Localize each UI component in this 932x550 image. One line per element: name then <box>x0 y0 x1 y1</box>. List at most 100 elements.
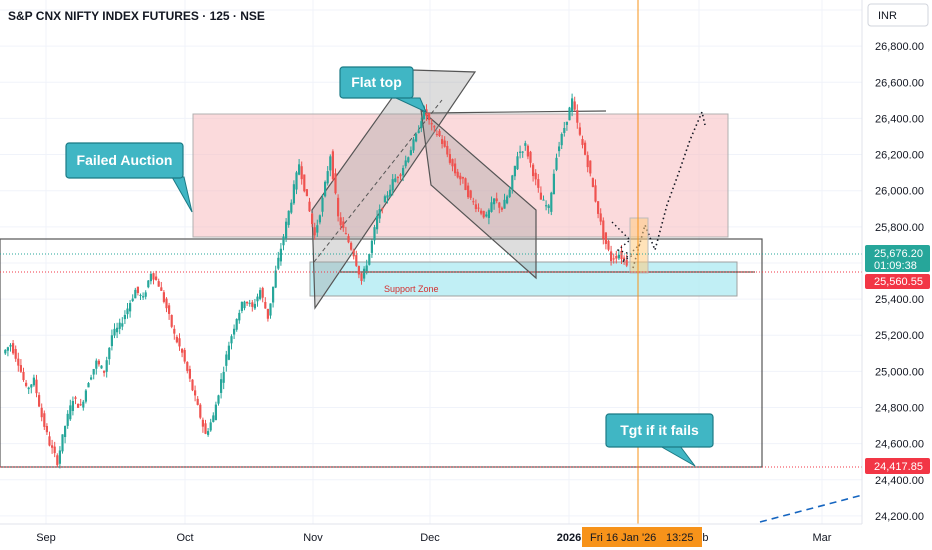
time-tick-label: Mar <box>813 532 832 544</box>
price-tick-label: 25,800.00 <box>875 222 924 234</box>
candle-body <box>381 208 384 210</box>
candle-body <box>147 280 150 288</box>
candle-body <box>144 292 147 297</box>
candle-body <box>550 192 553 212</box>
time-tick-label: Sep <box>36 532 56 544</box>
candle-body <box>48 436 51 446</box>
candle-body <box>568 107 571 121</box>
candle-body <box>435 133 438 135</box>
candle-body <box>329 156 332 171</box>
candle-body <box>19 365 22 372</box>
tag-red-line-value: 25,560.55 <box>874 276 923 288</box>
candle-body <box>357 266 360 275</box>
candle-body <box>264 301 267 309</box>
candle-body <box>38 395 41 407</box>
candle-body <box>430 123 433 125</box>
candle-body <box>25 382 28 386</box>
candle-body <box>243 301 246 309</box>
candle-body <box>480 210 483 214</box>
candle-body <box>300 166 303 180</box>
candle-body <box>199 404 202 418</box>
candle-body <box>537 179 540 188</box>
candle-body <box>417 130 420 134</box>
candle-body <box>511 175 514 190</box>
candle-body <box>238 312 241 321</box>
candle-body <box>607 240 610 250</box>
candle-body <box>324 181 327 197</box>
candle-body <box>591 178 594 187</box>
candle-body <box>373 227 376 241</box>
candle-body <box>178 338 181 347</box>
candle-body <box>204 423 207 434</box>
candle-body <box>113 328 116 336</box>
candle-body <box>576 110 579 123</box>
candle-body <box>134 289 137 299</box>
candle-body <box>272 286 275 303</box>
candle-body <box>558 146 561 152</box>
candle-body <box>71 400 74 411</box>
candle-body <box>233 328 236 335</box>
candle-body <box>51 445 54 448</box>
candle-body <box>74 397 77 399</box>
candle-body <box>95 360 98 369</box>
candle-body <box>456 171 459 178</box>
candle-body <box>313 227 316 236</box>
cursor-date-text: Fri 16 Jan '26 <box>590 532 656 544</box>
candle-body <box>97 360 100 365</box>
candle-body <box>526 145 529 157</box>
candle-body <box>105 360 108 372</box>
candle-body <box>571 98 574 112</box>
candle-body <box>326 171 329 184</box>
support-zone-label: Support Zone <box>384 284 439 294</box>
candle-body <box>110 335 113 347</box>
price-tick-label: 24,200.00 <box>875 511 924 523</box>
candle-body <box>378 209 381 219</box>
candle-body <box>545 205 548 207</box>
price-tick-label: 26,600.00 <box>875 77 924 89</box>
candle-body <box>355 255 358 266</box>
candle-body <box>498 202 501 208</box>
candle-body <box>266 308 269 319</box>
candle-body <box>136 286 139 293</box>
candle-body <box>539 192 542 200</box>
candle-body <box>248 302 251 304</box>
candle-body <box>84 390 87 402</box>
cursor-date-tag: Fri 16 Jan '26 13:25 <box>582 527 702 547</box>
candle-body <box>487 210 490 218</box>
price-tick-label: 25,200.00 <box>875 330 924 342</box>
candle-body <box>402 167 405 176</box>
candle-body <box>220 379 223 393</box>
candle-body <box>459 175 462 180</box>
candle-body <box>599 213 602 222</box>
candle-body <box>407 157 410 163</box>
candle-body <box>615 255 618 259</box>
candle-body <box>131 298 134 301</box>
candle-body <box>464 178 467 191</box>
candle-body <box>282 236 285 246</box>
candle-body <box>438 130 441 136</box>
candle-body <box>285 221 288 239</box>
candle-body <box>474 204 477 210</box>
candle-body <box>370 240 373 253</box>
candle-body <box>584 142 587 155</box>
candle-body <box>235 319 238 330</box>
candle-body <box>175 336 178 343</box>
candle-body <box>422 106 425 119</box>
candle-body <box>152 273 155 280</box>
candle-body <box>157 281 160 287</box>
tag-red-line: 25,560.55 <box>865 274 930 289</box>
callout-failed-auction: Failed Auction <box>65 142 193 213</box>
tag-last-price-value: 25,676.20 <box>874 248 923 260</box>
candle-body <box>240 301 243 311</box>
candle-body <box>6 347 9 351</box>
candle-body <box>194 390 197 396</box>
candle-body <box>342 221 345 229</box>
candle-body <box>12 343 15 354</box>
candle-body <box>443 140 446 147</box>
currency-button[interactable] <box>867 3 929 27</box>
candle-body <box>160 287 163 291</box>
candle-body <box>196 398 199 405</box>
candle-body <box>251 302 254 307</box>
candle-body <box>126 308 129 315</box>
